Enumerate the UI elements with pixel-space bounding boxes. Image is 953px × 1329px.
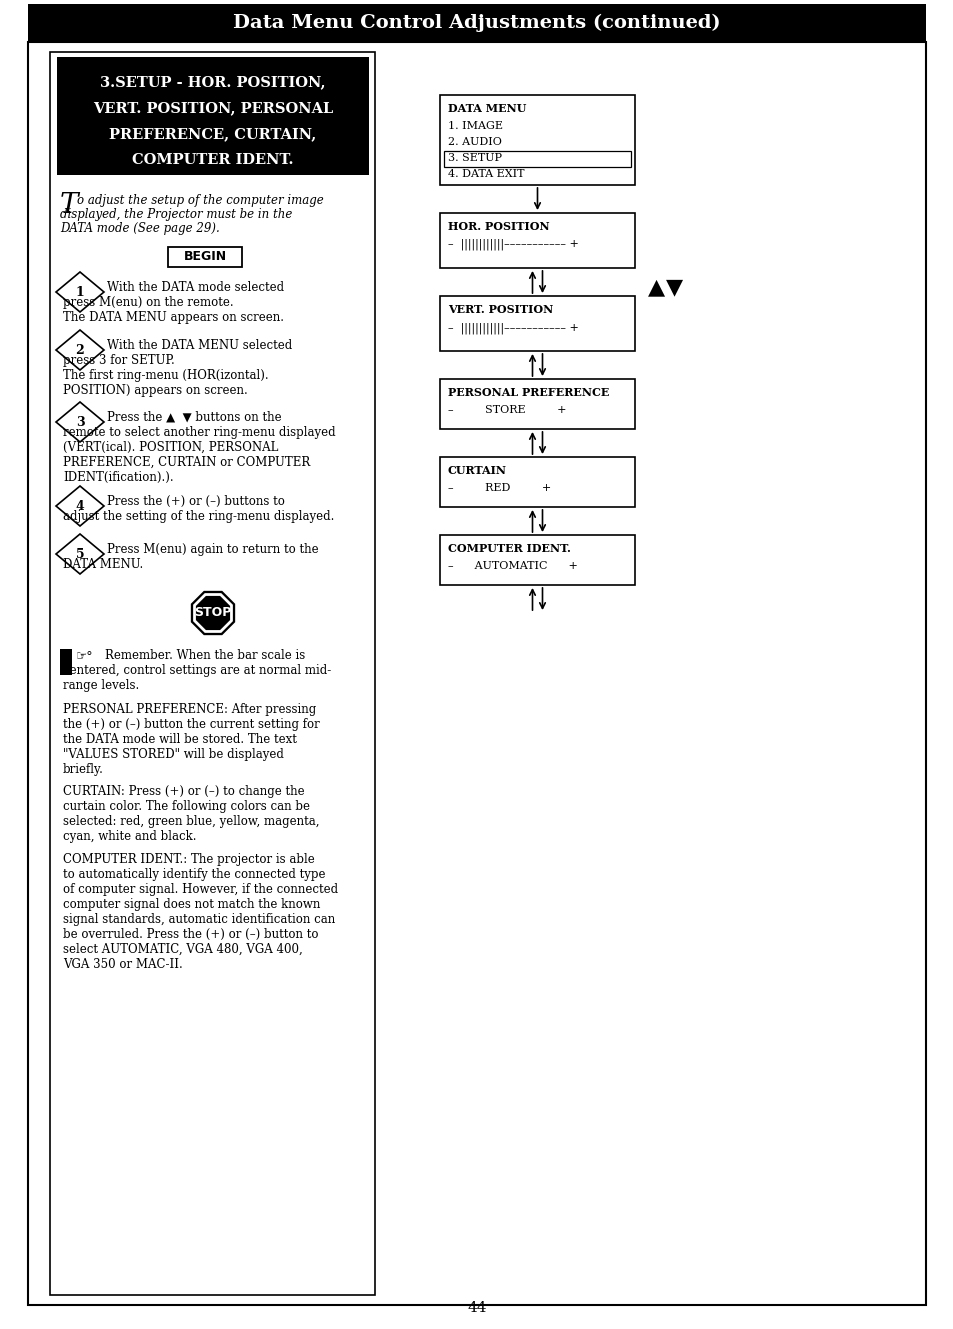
Bar — [50, 52, 375, 1294]
Bar — [439, 379, 635, 429]
Text: selected: red, green blue, yellow, magenta,: selected: red, green blue, yellow, magen… — [63, 815, 319, 828]
Bar — [439, 94, 635, 185]
Text: press M(enu) on the remote.: press M(enu) on the remote. — [63, 296, 233, 310]
Text: PREFERENCE, CURTAIN,: PREFERENCE, CURTAIN, — [110, 128, 316, 141]
Text: press 3 for SETUP.: press 3 for SETUP. — [63, 354, 174, 367]
Text: Data Menu Control Adjustments (continued): Data Menu Control Adjustments (continued… — [233, 13, 720, 32]
Text: 4. DATA EXIT: 4. DATA EXIT — [448, 169, 524, 179]
Text: With the DATA mode selected: With the DATA mode selected — [107, 280, 284, 294]
Text: briefly.: briefly. — [63, 763, 104, 776]
Text: 44: 44 — [467, 1301, 486, 1314]
Text: VGA 350 or MAC-II.: VGA 350 or MAC-II. — [63, 958, 183, 971]
Text: cyan, white and black.: cyan, white and black. — [63, 831, 196, 843]
Bar — [168, 247, 242, 267]
Bar — [439, 457, 635, 506]
Text: VERT. POSITION, PERSONAL: VERT. POSITION, PERSONAL — [92, 101, 333, 116]
Text: Remember. When the bar scale is: Remember. When the bar scale is — [105, 649, 305, 662]
Text: BEGIN: BEGIN — [183, 250, 226, 263]
Text: –      AUTOMATIC      +: – AUTOMATIC + — [448, 561, 578, 571]
Polygon shape — [56, 401, 104, 443]
Text: The first ring-menu (HOR(izontal).: The first ring-menu (HOR(izontal). — [63, 369, 269, 381]
Text: COMPUTER IDENT.: COMPUTER IDENT. — [448, 544, 570, 554]
Text: T: T — [60, 191, 78, 219]
Bar — [439, 536, 635, 585]
Text: –         RED         +: – RED + — [448, 482, 551, 493]
Text: remote to select another ring-menu displayed: remote to select another ring-menu displ… — [63, 427, 335, 439]
Text: Press the ▲  ▼ buttons on the: Press the ▲ ▼ buttons on the — [107, 411, 281, 424]
Text: VERT. POSITION: VERT. POSITION — [448, 304, 553, 315]
Text: 2. AUDIO: 2. AUDIO — [448, 137, 501, 148]
Bar — [439, 213, 635, 268]
Text: ▲: ▲ — [648, 276, 665, 296]
Text: HOR. POSITION: HOR. POSITION — [448, 221, 549, 233]
Polygon shape — [194, 594, 232, 631]
Text: The DATA MENU appears on screen.: The DATA MENU appears on screen. — [63, 311, 284, 324]
Polygon shape — [56, 486, 104, 526]
Text: the DATA mode will be stored. The text: the DATA mode will be stored. The text — [63, 734, 296, 746]
Text: "VALUES STORED" will be displayed: "VALUES STORED" will be displayed — [63, 748, 284, 762]
Text: 5: 5 — [75, 548, 84, 561]
Text: COMPUTER IDENT.: The projector is able: COMPUTER IDENT.: The projector is able — [63, 853, 314, 867]
Text: PERSONAL PREFERENCE: PERSONAL PREFERENCE — [448, 387, 609, 397]
Text: 3. SETUP: 3. SETUP — [448, 153, 501, 163]
Text: to automatically identify the connected type: to automatically identify the connected … — [63, 868, 325, 881]
Polygon shape — [191, 591, 235, 635]
Polygon shape — [56, 534, 104, 574]
Bar — [57, 57, 369, 175]
Text: centered, control settings are at normal mid-: centered, control settings are at normal… — [63, 664, 331, 676]
Text: IDENT(ification).).: IDENT(ification).). — [63, 470, 173, 484]
Text: of computer signal. However, if the connected: of computer signal. However, if the conn… — [63, 882, 337, 896]
Text: CURTAIN: CURTAIN — [448, 465, 506, 476]
Text: 3: 3 — [75, 416, 84, 428]
Text: –  ||||||||||||––––––––––– +: – ||||||||||||––––––––––– + — [448, 239, 578, 250]
Text: –  ||||||||||||––––––––––– +: – ||||||||||||––––––––––– + — [448, 322, 578, 334]
Text: POSITION) appears on screen.: POSITION) appears on screen. — [63, 384, 248, 397]
Polygon shape — [56, 330, 104, 369]
Text: –         STORE         +: – STORE + — [448, 405, 566, 415]
Text: STOP: STOP — [194, 606, 232, 619]
Text: o adjust the setup of the computer image: o adjust the setup of the computer image — [77, 194, 323, 207]
Bar — [443, 152, 630, 167]
Bar — [439, 296, 635, 351]
Text: ☞°: ☞° — [76, 650, 93, 663]
Text: With the DATA MENU selected: With the DATA MENU selected — [107, 339, 292, 352]
Text: PERSONAL PREFERENCE: After pressing: PERSONAL PREFERENCE: After pressing — [63, 703, 315, 716]
Bar — [28, 4, 925, 43]
Text: 3.SETUP - HOR. POSITION,: 3.SETUP - HOR. POSITION, — [100, 74, 325, 89]
Text: ▼: ▼ — [666, 276, 683, 296]
Bar — [60, 649, 71, 675]
Text: 1. IMAGE: 1. IMAGE — [448, 121, 502, 132]
Text: computer signal does not match the known: computer signal does not match the known — [63, 898, 320, 910]
Text: be overruled. Press the (+) or (–) button to: be overruled. Press the (+) or (–) butto… — [63, 928, 318, 941]
Text: 1: 1 — [75, 286, 84, 299]
Text: the (+) or (–) button the current setting for: the (+) or (–) button the current settin… — [63, 718, 319, 731]
Text: CURTAIN: Press (+) or (–) to change the: CURTAIN: Press (+) or (–) to change the — [63, 785, 304, 797]
Text: adjust the setting of the ring-menu displayed.: adjust the setting of the ring-menu disp… — [63, 510, 334, 524]
Text: curtain color. The following colors can be: curtain color. The following colors can … — [63, 800, 310, 813]
Text: range levels.: range levels. — [63, 679, 139, 692]
Text: select AUTOMATIC, VGA 480, VGA 400,: select AUTOMATIC, VGA 480, VGA 400, — [63, 944, 302, 956]
Text: COMPUTER IDENT.: COMPUTER IDENT. — [132, 153, 294, 167]
Text: 2: 2 — [75, 343, 84, 356]
Text: displayed, the Projector must be in the: displayed, the Projector must be in the — [60, 209, 292, 221]
Text: Press M(enu) again to return to the: Press M(enu) again to return to the — [107, 544, 318, 556]
Text: 4: 4 — [75, 500, 84, 513]
Text: DATA MENU.: DATA MENU. — [63, 558, 143, 571]
Polygon shape — [56, 272, 104, 312]
Text: DATA MENU: DATA MENU — [448, 104, 526, 114]
Text: DATA mode (See page 29).: DATA mode (See page 29). — [60, 222, 219, 235]
Text: PREFERENCE, CURTAIN or COMPUTER: PREFERENCE, CURTAIN or COMPUTER — [63, 456, 310, 469]
Text: Press the (+) or (–) buttons to: Press the (+) or (–) buttons to — [107, 494, 285, 508]
Text: (VERT(ical). POSITION, PERSONAL: (VERT(ical). POSITION, PERSONAL — [63, 441, 278, 455]
Text: signal standards, automatic identification can: signal standards, automatic identificati… — [63, 913, 335, 926]
